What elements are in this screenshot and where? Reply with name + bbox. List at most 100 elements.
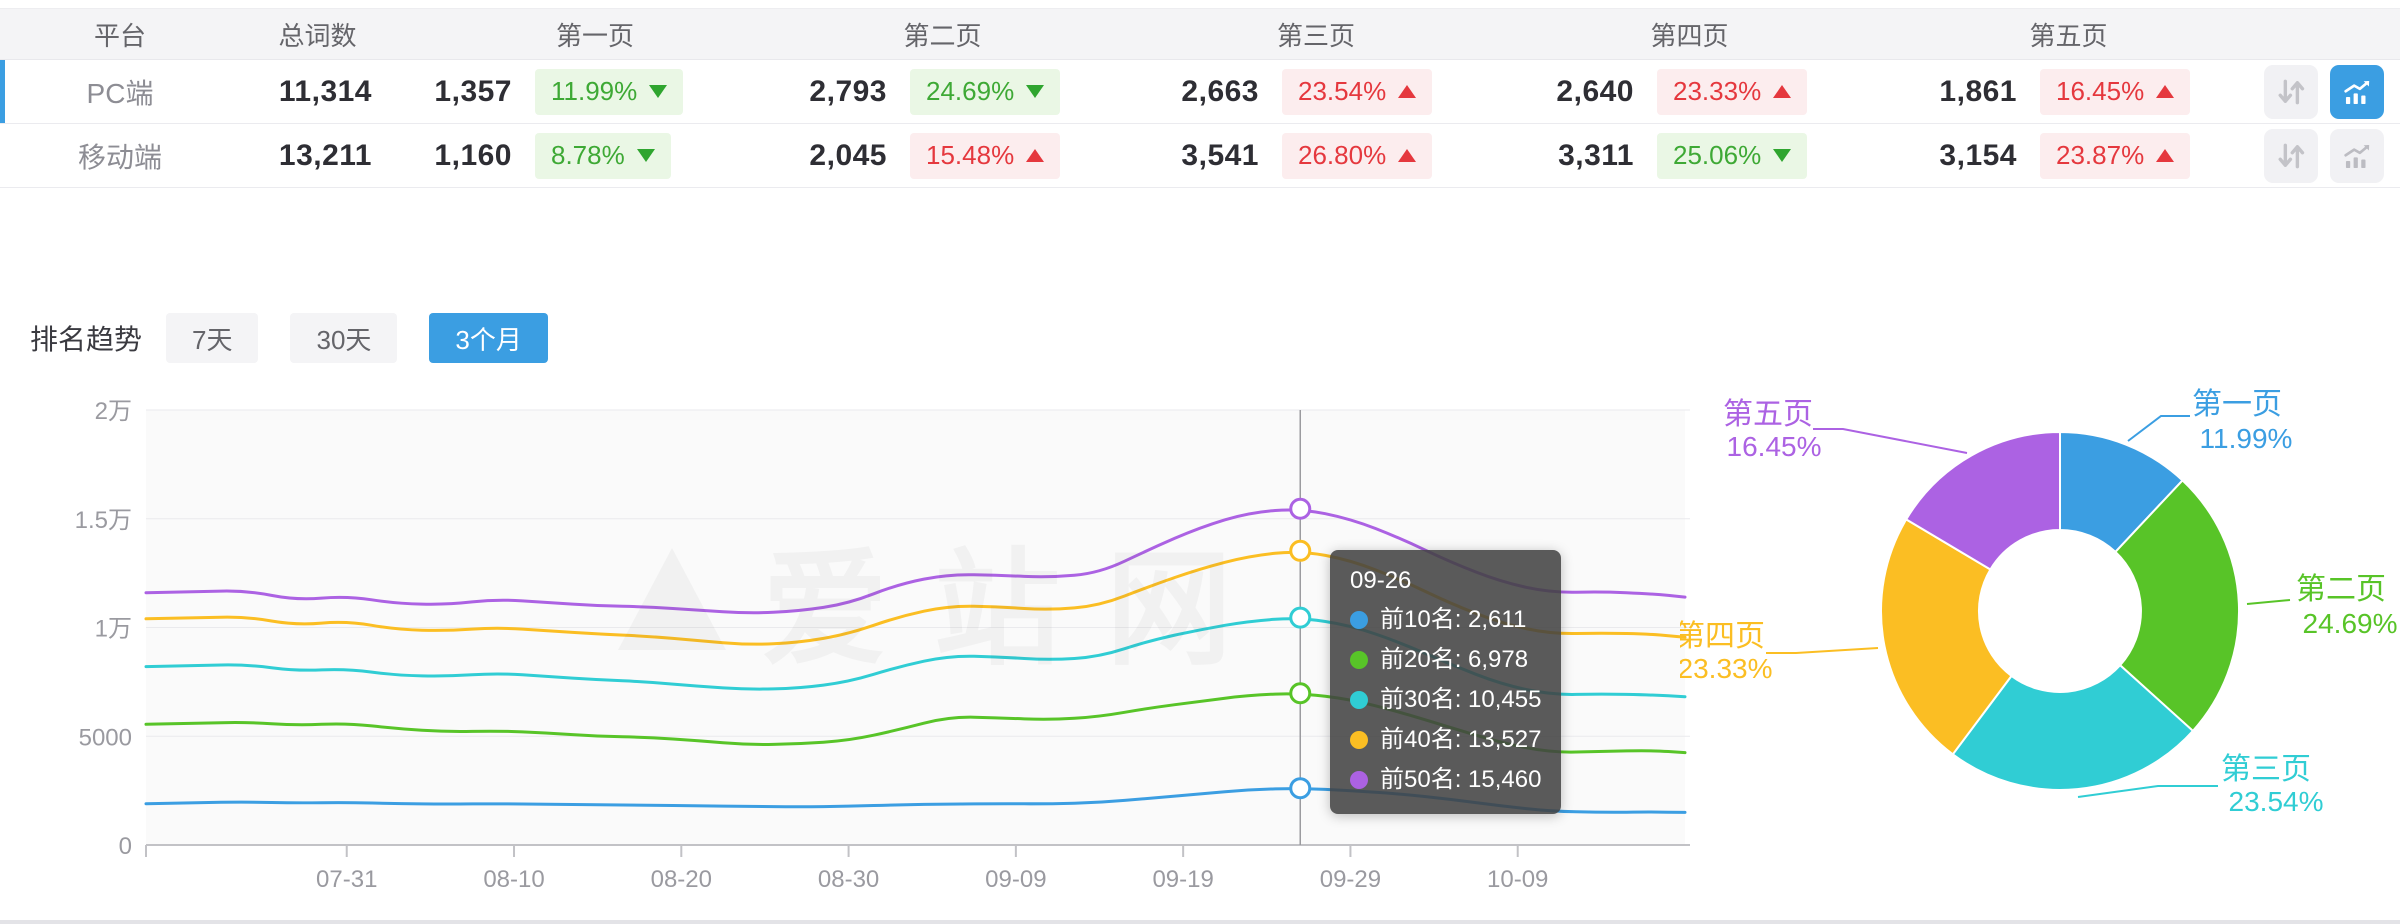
percent-value: 8.78% — [551, 140, 625, 170]
page2-percent-badge: 24.69% — [910, 68, 1061, 115]
trend-chart-icon — [2344, 80, 2370, 104]
donut-slice-第四页[interactable] — [1880, 518, 2013, 756]
column-header-page-1: 第一页 — [555, 20, 634, 51]
sort-arrows-icon — [2278, 79, 2305, 104]
donut-slice-第五页[interactable] — [1904, 430, 2061, 571]
table-body: PC端 11,314 1,357 11.99% 2,793 24.69% 2,663 23.5… — [0, 60, 2400, 188]
page1-percent-badge: 11.99% — [535, 68, 684, 115]
trend-down-icon — [649, 85, 668, 98]
y-axis-label: 1.5万 — [75, 507, 132, 534]
label-leader-line — [1766, 647, 1879, 654]
trend-up-icon — [2156, 85, 2175, 98]
platform-cell: PC端 — [86, 77, 154, 109]
page4-percent-badge: 23.33% — [1657, 68, 1808, 115]
donut-slice-第三页[interactable] — [1951, 663, 2195, 791]
y-axis-label: 5000 — [79, 724, 132, 751]
percent-value: 25.06% — [1673, 140, 1762, 170]
tooltip-row: 前40名: 13,527 — [1350, 720, 1541, 760]
trend-down-icon — [1026, 85, 1045, 98]
tooltip-row: 前10名: 2,611 — [1350, 600, 1541, 640]
table-row-pc[interactable]: PC端 11,314 1,357 11.99% 2,793 24.69% 2,663 23.5… — [0, 60, 2400, 124]
hover-marker-前20名 — [1289, 682, 1312, 705]
table-row-mobile[interactable]: 移动端 13,211 1,160 8.78% 2,045 15.48% 3,541 26.80… — [0, 124, 2400, 188]
donut-label-name: 第四页 — [1680, 620, 1765, 653]
donut-label-name: 第三页 — [2221, 753, 2311, 786]
x-axis-label: 09-09 — [985, 866, 1046, 893]
percent-value: 23.87% — [2056, 140, 2145, 170]
page3-percent-cell: 23.54% — [1272, 68, 1452, 115]
label-leader-line — [2246, 599, 2291, 605]
column-header-platform: 平台 — [93, 20, 146, 51]
page2-percent-cell: 15.48% — [900, 132, 1080, 179]
row-actions — [2210, 64, 2400, 119]
column-header-page-4: 第四页 — [1650, 20, 1729, 51]
tooltip-row: 前30名: 10,455 — [1350, 680, 1541, 720]
donut-label-percent: 11.99% — [2200, 423, 2293, 454]
trend-chart-icon — [2344, 144, 2370, 168]
x-axis-label: 08-10 — [483, 866, 544, 893]
trend-down-icon — [1773, 149, 1792, 162]
trend-up-icon — [1773, 85, 1792, 98]
tooltip-row: 前20名: 6,978 — [1350, 640, 1541, 680]
page5-percent-badge: 23.87% — [2040, 132, 2191, 179]
page2-percent-badge: 15.48% — [910, 132, 1061, 179]
page1-count-cell: 1,160 — [434, 138, 512, 172]
page1-percent-cell: 8.78% — [525, 132, 705, 179]
page4-percent-badge: 25.06% — [1657, 132, 1808, 179]
y-axis-label: 2万 — [95, 398, 132, 425]
page1-count-cell: 1,357 — [434, 74, 512, 108]
tooltip-row: 前50名: 15,460 — [1350, 760, 1541, 800]
table-header: 平台 总词数 第一页 第二页 第三页 第四页 第五页 — [0, 8, 2400, 60]
tab-range-2[interactable]: 30天 — [290, 313, 398, 363]
tab-range-1[interactable]: 7天 — [166, 313, 259, 363]
x-axis-label: 09-29 — [1320, 866, 1381, 893]
chart-button[interactable] — [2330, 64, 2384, 119]
page3-percent-cell: 26.80% — [1272, 132, 1452, 179]
donut-slice-第二页[interactable] — [2113, 478, 2241, 733]
donut-label-percent: 23.54% — [2229, 786, 2324, 817]
page3-count-cell: 3,541 — [1181, 138, 1259, 172]
tooltip-series-value: 前20名: 6,978 — [1380, 646, 1529, 673]
column-header-page-2: 第二页 — [903, 20, 982, 51]
chart-button[interactable] — [2330, 128, 2384, 183]
label-leader-line — [2127, 415, 2190, 442]
y-axis-label: 1万 — [95, 616, 132, 643]
hover-marker-前10名 — [1289, 777, 1312, 800]
tooltip-series-dot — [1350, 691, 1368, 709]
sort-button[interactable] — [2264, 64, 2318, 119]
donut-label-name: 第五页 — [1723, 398, 1813, 431]
page5-count-cell: 3,154 — [1939, 138, 2017, 172]
trend-section-title: 排名趋势 — [30, 324, 143, 355]
page4-count-cell: 3,311 — [1558, 138, 1634, 172]
donut-label-percent: 24.69% — [2303, 608, 2398, 639]
donut-label-name: 第一页 — [2192, 388, 2282, 421]
sort-button[interactable] — [2264, 128, 2318, 183]
page3-percent-badge: 26.80% — [1282, 132, 1433, 179]
trend-up-icon — [1398, 85, 1417, 98]
tooltip-date: 09-26 — [1350, 567, 1412, 594]
percent-value: 11.99% — [551, 76, 638, 106]
donut-label-percent: 23.33% — [1680, 653, 1772, 684]
tab-range-3[interactable]: 3个月 — [429, 313, 548, 363]
platform-cell: 移动端 — [77, 141, 162, 173]
column-header-page-3: 第三页 — [1276, 20, 1355, 51]
trend-up-icon — [2156, 149, 2175, 162]
percent-value: 26.80% — [1298, 140, 1387, 170]
chart-area: 0 5000 1万 1.5万 2万 07-31 08-10 08-20 08-30 09-09 09… — [0, 380, 2400, 924]
total-words-cell: 13,211 — [278, 138, 372, 172]
page2-count-cell: 2,793 — [809, 74, 887, 108]
percent-value: 23.33% — [1673, 76, 1762, 106]
label-leader-line — [2077, 785, 2218, 798]
tooltip-series-dot — [1350, 771, 1368, 789]
tooltip-series-value: 前40名: 13,527 — [1380, 726, 1542, 753]
trend-up-icon — [1398, 149, 1417, 162]
column-header-total-words: 总词数 — [278, 20, 357, 51]
page1-percent-cell: 11.99% — [525, 68, 705, 115]
trend-up-icon — [1026, 149, 1045, 162]
trend-down-icon — [636, 149, 655, 162]
x-axis-label: 07-31 — [316, 866, 377, 893]
rank-table: 平台 总词数 第一页 第二页 第三页 第四页 第五页 PC端 11,314 1,357 11.99… — [0, 8, 2400, 188]
percent-value: 15.48% — [926, 140, 1015, 170]
